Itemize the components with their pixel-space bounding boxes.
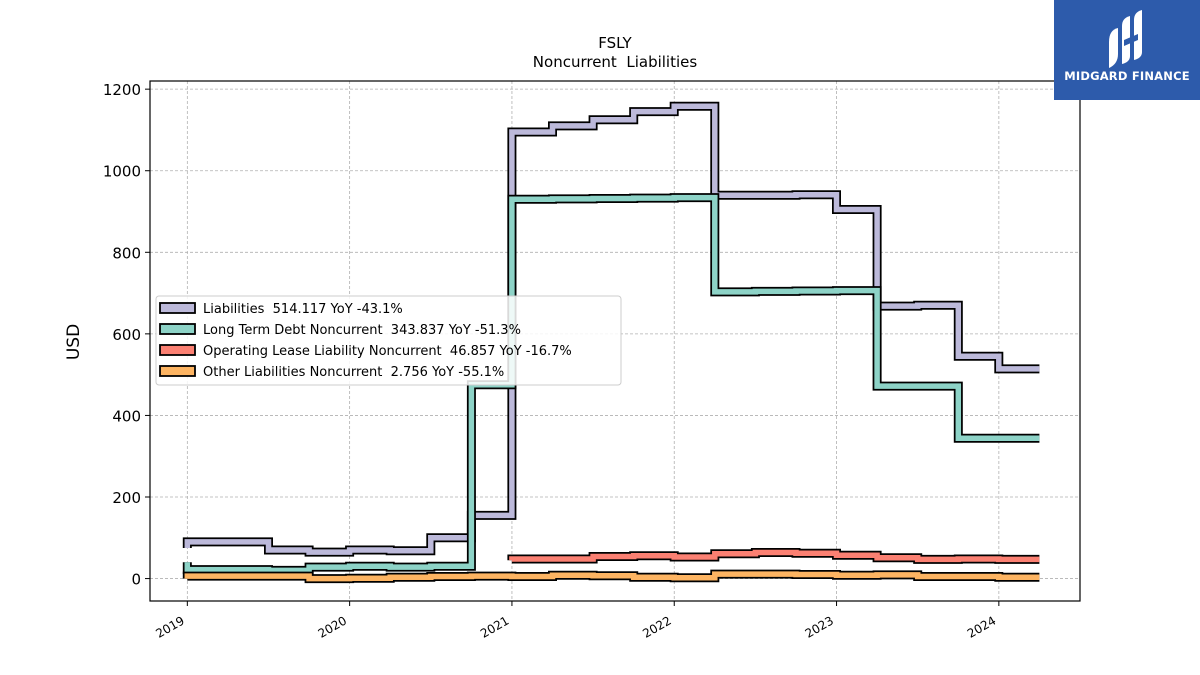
series-line bbox=[509, 549, 1040, 563]
legend-label: Long Term Debt Noncurrent 343.837 YoY -5… bbox=[203, 323, 521, 338]
plot-frame bbox=[149, 80, 1081, 602]
x-tick-label: 2024 bbox=[965, 613, 998, 640]
legend-label: Other Liabilities Noncurrent 2.756 YoY -… bbox=[203, 365, 504, 380]
x-tick-label: 2020 bbox=[316, 613, 349, 640]
y-tick-label: 0 bbox=[131, 571, 141, 589]
series-line bbox=[184, 103, 1040, 555]
legend-box bbox=[155, 295, 622, 386]
series-operating-lease-liability-noncurrent bbox=[507, 548, 1040, 564]
brand-logo: MIDGARD FINANCE bbox=[1054, 0, 1200, 100]
legend-item: Other Liabilities Noncurrent 2.756 YoY -… bbox=[159, 365, 504, 380]
legend-item: Long Term Debt Noncurrent 343.837 YoY -5… bbox=[159, 323, 521, 338]
series-other-liabilities-noncurrent bbox=[182, 569, 1040, 584]
legend: Liabilities 514.117 YoY -43.1% Long Term … bbox=[155, 295, 622, 386]
midgard-logo-icon bbox=[1109, 10, 1142, 68]
chart-subtitle: Noncurrent Liabilities bbox=[533, 53, 698, 71]
x-tick-label: 2022 bbox=[640, 613, 673, 640]
series-line bbox=[184, 571, 1040, 582]
legend-swatch bbox=[159, 323, 196, 335]
brand-name: MIDGARD FINANCE bbox=[1064, 69, 1190, 83]
y-tick-label: 1200 bbox=[103, 81, 141, 99]
series-long-term-debt-noncurrent bbox=[182, 193, 1040, 575]
series-liabilities bbox=[182, 101, 1040, 557]
legend-swatch bbox=[159, 302, 196, 314]
x-tick-label: 2021 bbox=[478, 613, 511, 640]
y-tick-label: 800 bbox=[112, 244, 141, 262]
legend-item: Liabilities 514.117 YoY -43.1% bbox=[159, 302, 403, 317]
x-tick-label: 2019 bbox=[153, 613, 186, 640]
series-line bbox=[184, 194, 1040, 574]
legend-swatch bbox=[159, 365, 196, 377]
legend-swatch bbox=[159, 344, 196, 356]
chart-title: FSLY bbox=[598, 34, 632, 52]
y-tick-label: 600 bbox=[112, 326, 141, 344]
legend-label: Operating Lease Liability Noncurrent 46.… bbox=[203, 344, 572, 359]
legend-label: Liabilities 514.117 YoY -43.1% bbox=[203, 302, 403, 317]
x-tick-label: 2023 bbox=[803, 613, 836, 640]
y-tick-label: 1000 bbox=[103, 163, 141, 181]
y-tick-label: 200 bbox=[112, 489, 141, 507]
legend-item: Operating Lease Liability Noncurrent 46.… bbox=[159, 344, 572, 359]
y-axis-label: USD bbox=[64, 324, 84, 360]
y-tick-label: 400 bbox=[112, 407, 141, 425]
